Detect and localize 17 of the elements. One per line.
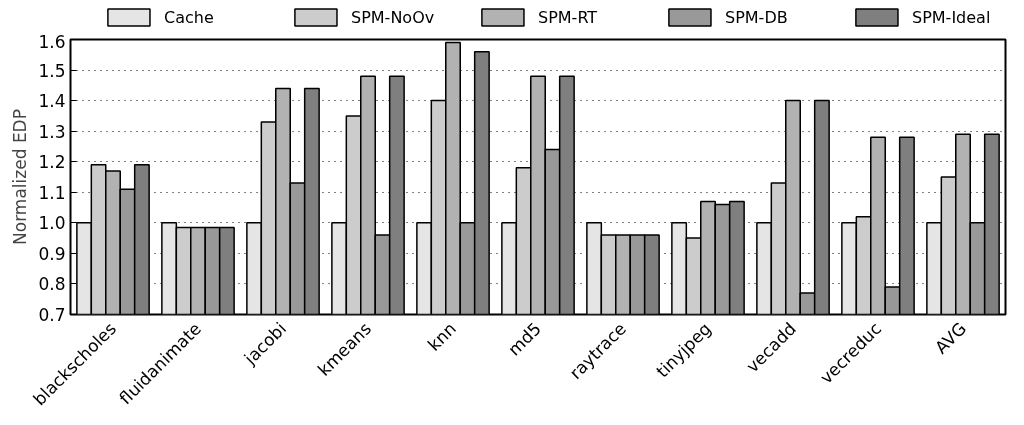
legend-label: SPM-NoOv [351,8,435,27]
y-tick-label: 1.5 [38,60,66,81]
y-tick-label: 0.7 [38,305,66,325]
x-tick-label: knn [423,318,461,355]
y-tick-label: 0.9 [38,243,66,264]
legend-label: Cache [164,8,214,27]
legend-label: SPM-Ideal [912,8,991,27]
y-tick-label: 1.4 [38,91,66,112]
y-axis-title: Normalized EDP [10,109,31,245]
legend-label: SPM-DB [725,8,788,27]
legend-label: SPM-RT [538,8,598,27]
y-tick-label: 1.1 [38,182,66,203]
y-tick-label: 1.3 [38,121,66,142]
y-tick-label: 1.6 [38,31,66,52]
y-tick-label: 1.2 [38,152,66,173]
y-tick-label: 0.8 [38,274,66,295]
y-tick-label: 1.0 [38,213,66,234]
